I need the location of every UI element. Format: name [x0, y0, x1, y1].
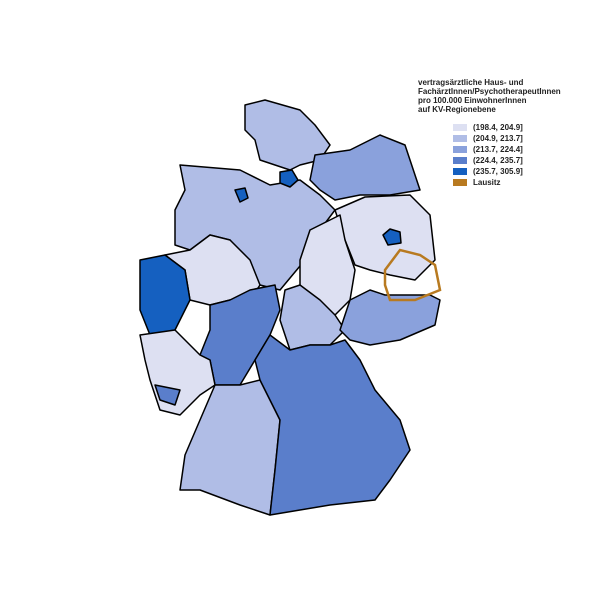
legend-label: Lausitz: [473, 178, 501, 187]
region: [234, 187, 249, 203]
legend-label: (235.7, 305.9]: [473, 167, 523, 176]
legend-title: FachärztInnen/PsychotherapeutInnen: [418, 87, 561, 96]
legend-label: (224.4, 235.7]: [473, 156, 523, 165]
region: [254, 334, 411, 516]
region: [279, 284, 346, 351]
region: [139, 329, 216, 416]
region: [299, 214, 356, 316]
region: [244, 99, 331, 171]
regions: [139, 99, 442, 516]
legend: vertragsärztliche Haus- undFachärztInnen…: [418, 78, 561, 187]
legend-title: vertragsärztliche Haus- und: [418, 78, 523, 87]
region: [309, 134, 421, 201]
lausitz-outline: [383, 248, 442, 302]
region: [382, 228, 402, 246]
region: [139, 254, 191, 336]
legend-title: pro 100.000 EinwohnerInnen: [418, 96, 527, 105]
legend-swatch: [453, 157, 467, 164]
legend-label: (198.4, 204.9]: [473, 123, 523, 132]
region: [279, 169, 299, 188]
legend-swatch: [453, 124, 467, 131]
legend-swatch: [453, 135, 467, 142]
legend-swatch: [453, 146, 467, 153]
region: [154, 384, 181, 406]
legend-swatch: [453, 168, 467, 175]
legend-swatch: [453, 179, 467, 186]
region: [179, 379, 281, 516]
region: [339, 289, 441, 346]
legend-label: (204.9, 213.7]: [473, 134, 523, 143]
legend-label: (213.7, 224.4]: [473, 145, 523, 154]
legend-title: auf KV-Regionebene: [418, 105, 496, 114]
